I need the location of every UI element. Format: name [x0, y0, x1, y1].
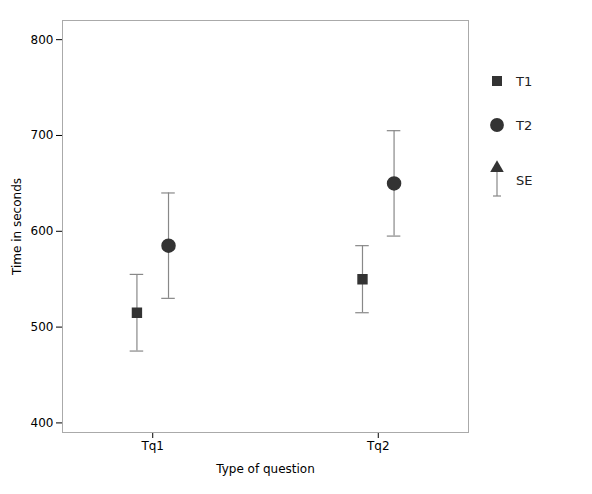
svg-text:Tq1: Tq1 [140, 439, 164, 453]
svg-text:Type of question: Type of question [215, 462, 315, 476]
svg-text:600: 600 [31, 224, 54, 238]
svg-text:Time in seconds: Time in seconds [10, 178, 24, 276]
svg-text:400: 400 [31, 416, 54, 430]
svg-text:800: 800 [31, 33, 54, 47]
html-text:SE: SE [516, 172, 533, 188]
html-text:T2: T2 [516, 117, 533, 133]
svg-text:700: 700 [31, 128, 54, 142]
svg-text:Tq2: Tq2 [366, 439, 390, 453]
svg-text:500: 500 [31, 320, 54, 334]
html-text:T1: T1 [516, 73, 533, 89]
